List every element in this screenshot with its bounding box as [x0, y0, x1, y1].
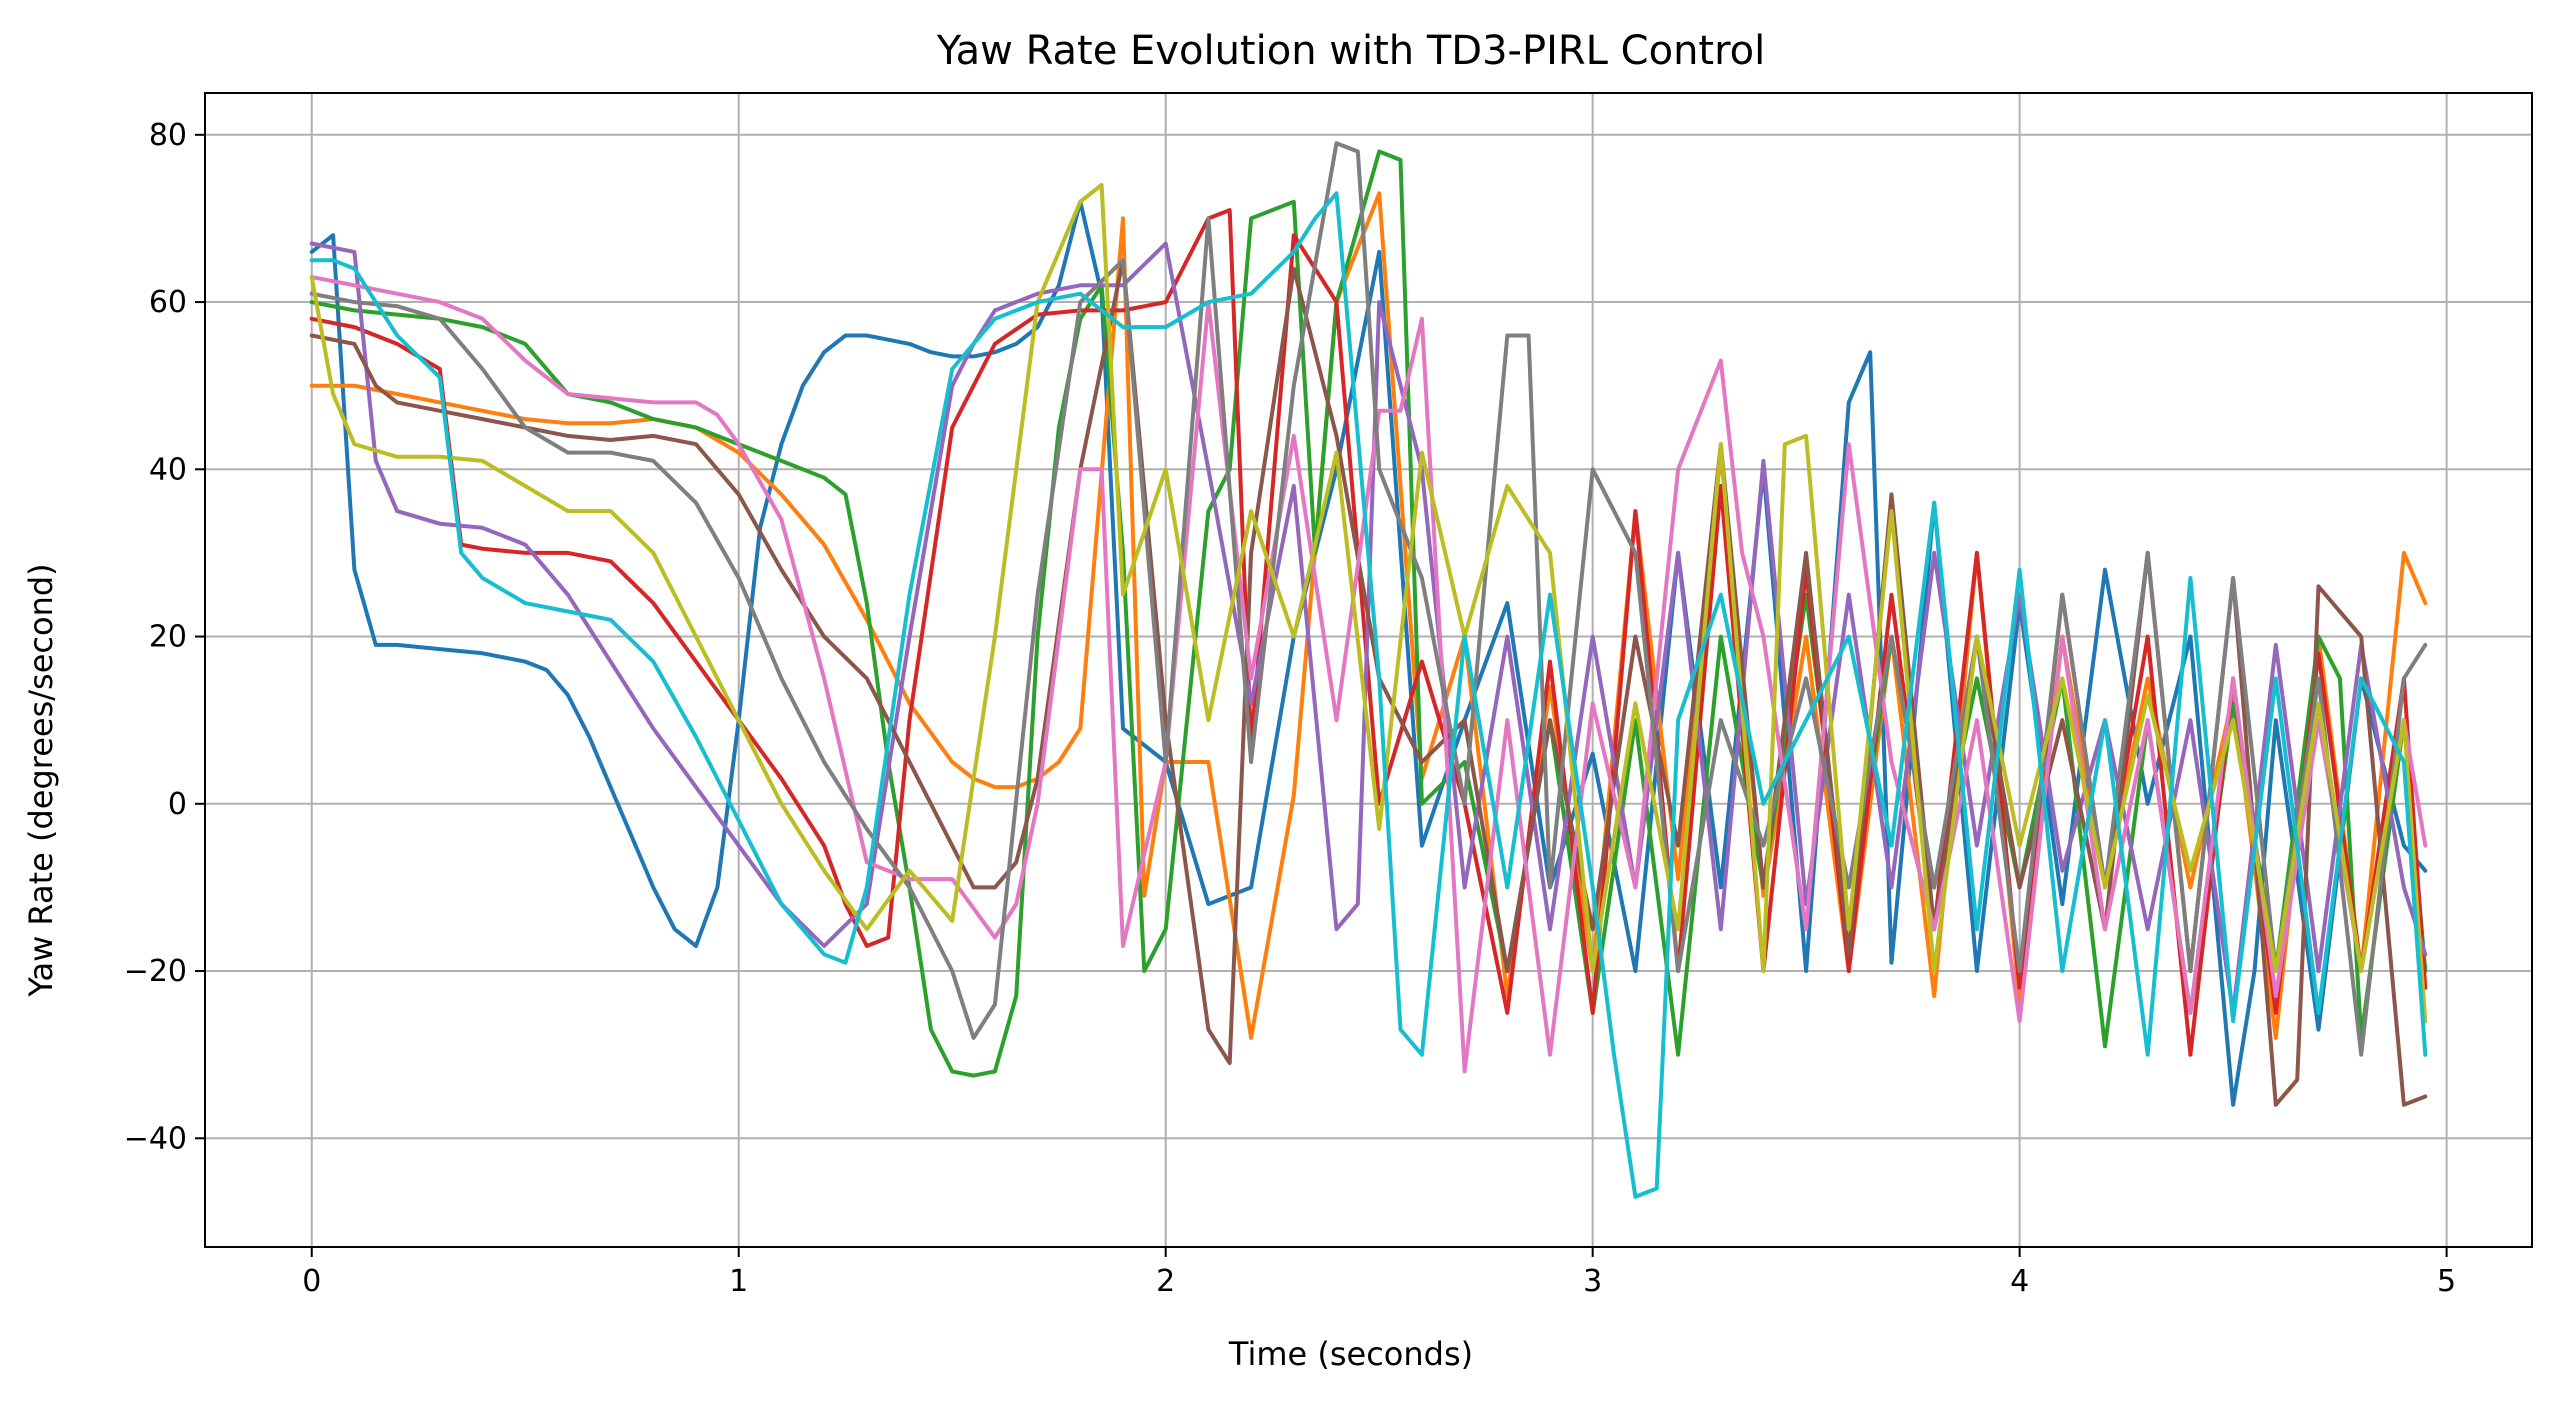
series-line-5 — [309, 241, 2428, 1015]
x-tick-label: 5 — [2437, 1264, 2456, 1299]
x-tick-label: 1 — [729, 1264, 748, 1299]
y-tick-label: −20 — [124, 954, 187, 989]
series-line-8 — [309, 141, 2428, 1057]
series-line-9 — [309, 183, 2428, 1024]
plot-area-frame — [204, 92, 2533, 1248]
series-line-6 — [309, 258, 2428, 1107]
y-axis-label: Yaw Rate (degrees/second) — [22, 563, 60, 997]
y-tick-label: 60 — [149, 285, 187, 320]
x-tick-label: 3 — [1583, 1264, 1602, 1299]
x-axis-ticks: 0 1 2 3 4 5 — [302, 1247, 2456, 1299]
x-tick-label: 0 — [302, 1264, 321, 1299]
y-tick-label: 20 — [149, 620, 187, 655]
y-tick-label: 80 — [149, 118, 187, 153]
series-lines — [309, 141, 2428, 1199]
y-tick-label: 40 — [149, 452, 187, 487]
chart-title: Yaw Rate Evolution with TD3-PIRL Control — [936, 28, 1766, 74]
y-tick-label: 0 — [168, 787, 187, 822]
y-axis-ticks: −40 −20 0 20 40 60 80 — [124, 118, 205, 1156]
x-tick-label: 2 — [1156, 1264, 1175, 1299]
x-axis-label: Time (seconds) — [1228, 1335, 1473, 1373]
series-line-10 — [309, 191, 2428, 1199]
y-tick-label: −40 — [124, 1121, 187, 1156]
x-tick-label: 4 — [2010, 1264, 2029, 1299]
